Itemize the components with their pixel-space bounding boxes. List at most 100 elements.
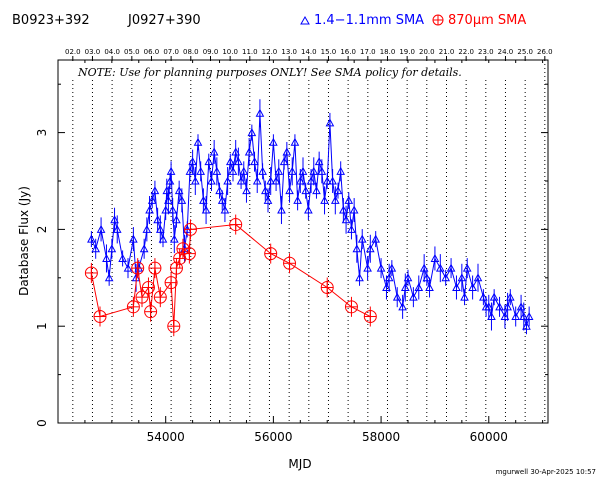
data-point (301, 186, 311, 195)
data-point (220, 205, 230, 214)
x-axis-title: MJD (288, 457, 311, 471)
data-point (188, 157, 197, 166)
data-point (309, 166, 319, 175)
data-point (93, 310, 107, 324)
data-point (457, 273, 467, 282)
data-point (166, 166, 176, 175)
data-point (215, 186, 224, 195)
data-point (167, 319, 181, 333)
data-point (304, 205, 313, 214)
data-point (236, 176, 246, 185)
data-point (419, 263, 429, 272)
data-point (207, 176, 216, 185)
data-point (524, 311, 534, 321)
top-tick-label: 12.0 (262, 48, 278, 56)
data-point (325, 118, 335, 127)
data-point (336, 166, 346, 175)
data-point (129, 234, 138, 243)
series-line (90, 224, 371, 327)
data-point (264, 247, 278, 261)
plot-frame (57, 59, 549, 424)
top-tick-label: 15.0 (321, 48, 337, 56)
data-point (409, 292, 418, 301)
data-point (376, 263, 386, 272)
data-point (435, 263, 445, 272)
y-axis: 0 1 2 3 (35, 83, 548, 427)
series-870um (84, 214, 377, 337)
data-point (314, 157, 324, 166)
data-point (487, 311, 496, 321)
top-tick-label: 02.0 (65, 48, 81, 56)
data-point (347, 224, 356, 233)
data-point (279, 157, 289, 166)
data-point (355, 273, 364, 282)
data-point (430, 253, 440, 262)
top-axis: 02.0 03.0 04.0 05.0 06.0 07.0 08.0 09.0 10.0 11.0… (65, 48, 553, 60)
data-point (201, 205, 211, 214)
data-point (387, 263, 397, 272)
x-tick-label: 60000 (470, 430, 508, 444)
data-point (258, 166, 267, 175)
legend-triangle-icon (300, 15, 310, 25)
data-point (164, 276, 178, 290)
data-point (285, 186, 294, 195)
top-tick-label: 14.0 (301, 48, 317, 56)
data-point (139, 244, 149, 253)
y-tick-label: 3 (35, 129, 49, 137)
data-point (293, 195, 302, 204)
data-point (357, 234, 367, 243)
data-point (255, 108, 265, 117)
x-tick-label: 58000 (362, 430, 400, 444)
data-point (500, 311, 510, 321)
x-tick-label: 56000 (254, 430, 292, 444)
data-point (489, 292, 499, 301)
y-tick-label: 2 (35, 226, 49, 234)
data-point (169, 234, 179, 243)
source-name: B0923+392 (12, 13, 90, 28)
data-point (384, 273, 394, 282)
note-background (72, 63, 526, 79)
data-point (352, 244, 362, 253)
data-point (239, 166, 249, 175)
data-point (522, 321, 531, 330)
data-point (516, 302, 526, 311)
data-point (320, 195, 329, 204)
data-point (110, 215, 119, 224)
data-point (344, 300, 358, 314)
data-point (126, 300, 140, 314)
top-tick-label: 18.0 (380, 48, 396, 56)
data-point (193, 137, 203, 146)
data-point (182, 247, 196, 261)
top-tick-label: 13.0 (281, 48, 297, 56)
data-point (145, 205, 154, 214)
data-point (168, 205, 178, 214)
top-tick-label: 24.0 (498, 48, 514, 56)
data-point (382, 282, 391, 291)
alt-source-name: J0927+390 (127, 13, 201, 28)
data-point (228, 166, 238, 175)
data-point (519, 311, 529, 321)
data-point (398, 302, 407, 311)
planning-note: NOTE: Use for planning purposes ONLY! Se… (77, 66, 462, 79)
data-point (102, 253, 111, 262)
data-point (84, 266, 98, 280)
data-point (158, 234, 168, 243)
y-tick-label: 1 (35, 322, 49, 330)
x-tick-label: 54000 (147, 430, 185, 444)
data-point (164, 195, 173, 204)
data-point (322, 176, 332, 185)
data-point (403, 273, 413, 282)
data-point (142, 224, 152, 233)
data-point (414, 282, 424, 291)
data-point (266, 176, 276, 185)
top-tick-label: 21.0 (439, 48, 455, 56)
data-point (161, 205, 171, 214)
data-point (229, 218, 243, 232)
top-tick-label: 03.0 (85, 48, 101, 56)
data-point (150, 186, 160, 195)
data-point (131, 261, 145, 275)
data-point (217, 195, 227, 204)
data-point (344, 195, 354, 204)
data-point (468, 282, 477, 291)
